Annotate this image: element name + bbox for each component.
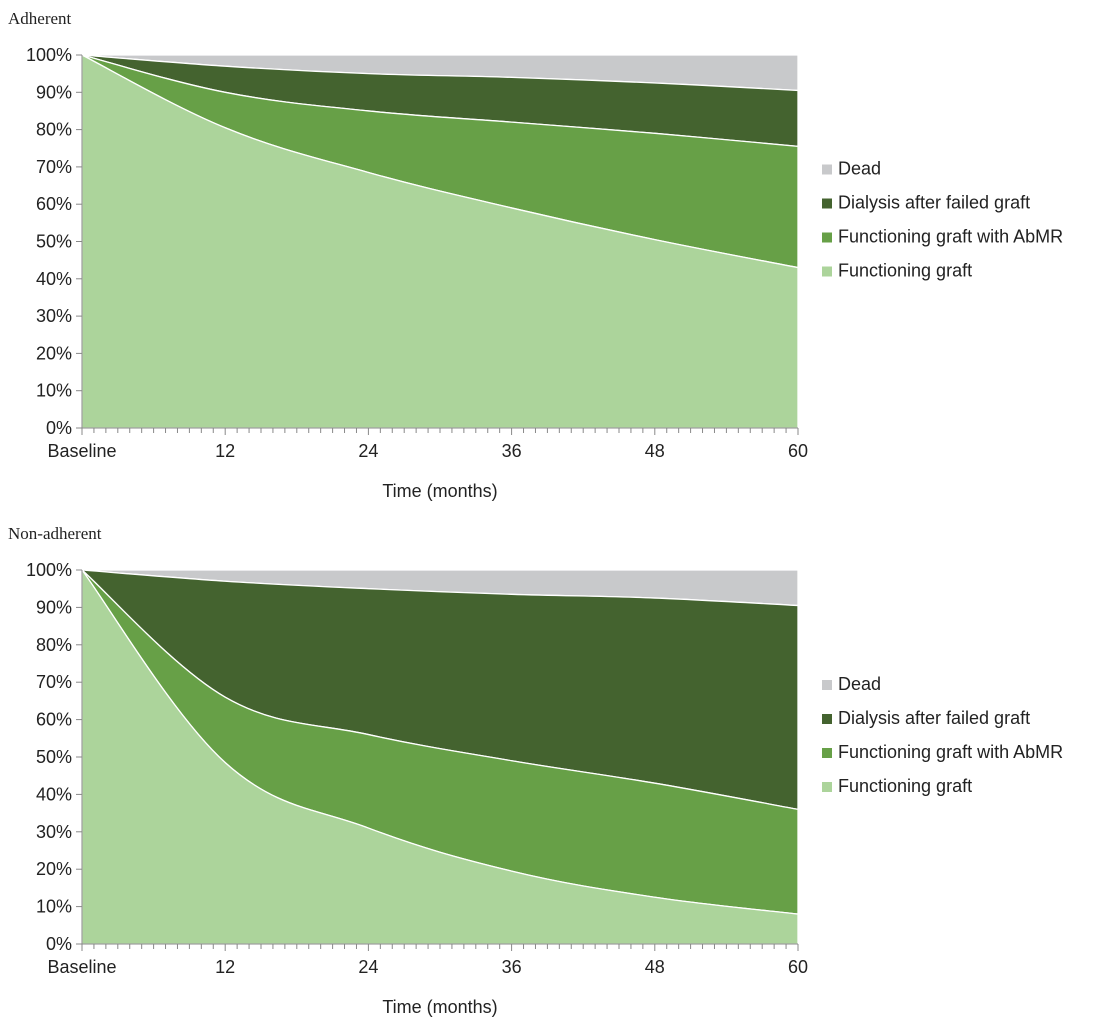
y-tick-label: 100% [26, 45, 72, 65]
legend-label: Functioning graft [838, 261, 972, 281]
legend-item: Functioning graft with AbMR [822, 742, 1063, 762]
x-tick-label: 12 [215, 441, 235, 461]
legend-swatch [822, 714, 832, 724]
x-tick-label: 24 [358, 441, 378, 461]
x-tick-label: 48 [645, 957, 665, 977]
x-tick-label: 36 [502, 441, 522, 461]
legend-item: Dead [822, 159, 881, 179]
legend-item: Functioning graft [822, 776, 972, 796]
chart-panel-2: Non-adherent 0% 10% 20% 30% 40% 50% 60% 70% 80% 90… [8, 524, 1063, 1017]
y-tick-label: 80% [36, 635, 72, 655]
y-tick-label: 40% [36, 269, 72, 289]
legend-item: Dialysis after failed graft [822, 708, 1030, 728]
legend-label: Functioning graft [838, 776, 972, 796]
legend-item: Dead [822, 674, 881, 694]
y-tick-label: 50% [36, 232, 72, 252]
y-tick-label: 80% [36, 120, 72, 140]
y-tick-label: 30% [36, 822, 72, 842]
y-tick-label: 70% [36, 157, 72, 177]
legend-swatch [822, 782, 832, 792]
x-tick-label: 24 [358, 957, 378, 977]
x-axis-title: Time (months) [382, 481, 497, 501]
legend-label: Dead [838, 159, 881, 179]
x-tick-label: 48 [645, 441, 665, 461]
legend-swatch [822, 232, 832, 243]
y-tick-label: 60% [36, 194, 72, 214]
y-tick-label: 100% [26, 560, 72, 580]
y-tick-label: 10% [36, 897, 72, 917]
y-tick-label: 20% [36, 343, 72, 363]
chart-title: Non-adherent [8, 524, 102, 543]
legend-item: Dialysis after failed graft [822, 193, 1030, 213]
y-tick-label: 40% [36, 784, 72, 804]
y-tick-label: 20% [36, 859, 72, 879]
legend-swatch [822, 164, 832, 175]
legend-swatch [822, 266, 832, 277]
legend-label: Functioning graft with AbMR [838, 742, 1063, 762]
x-tick-label: Baseline [47, 441, 116, 461]
y-tick-label: 30% [36, 306, 72, 326]
legend-label: Dialysis after failed graft [838, 708, 1030, 728]
y-tick-label: 0% [46, 934, 72, 954]
y-tick-label: 70% [36, 672, 72, 692]
y-tick-label: 60% [36, 710, 72, 730]
x-tick-label: 12 [215, 957, 235, 977]
x-tick-label: Baseline [47, 957, 116, 977]
legend-label: Dialysis after failed graft [838, 193, 1030, 213]
legend-swatch [822, 198, 832, 209]
x-tick-label: 36 [502, 957, 522, 977]
legend-label: Functioning graft with AbMR [838, 227, 1063, 247]
legend-item: Functioning graft with AbMR [822, 227, 1063, 247]
y-tick-label: 10% [36, 381, 72, 401]
y-tick-label: 90% [36, 597, 72, 617]
x-tick-label: 60 [788, 957, 808, 977]
y-tick-label: 50% [36, 747, 72, 767]
legend-item: Functioning graft [822, 261, 972, 281]
legend-swatch [822, 680, 832, 690]
y-tick-label: 0% [46, 418, 72, 438]
y-tick-label: 90% [36, 82, 72, 102]
chart-panel-1: Adherent 0% 10% 20% 30% 40% 50% 60% 70% 80% 90% 100… [8, 9, 1063, 501]
chart-title: Adherent [8, 9, 72, 28]
x-tick-label: 60 [788, 441, 808, 461]
x-axis-title: Time (months) [382, 997, 497, 1017]
legend-label: Dead [838, 674, 881, 694]
legend-swatch [822, 748, 832, 758]
